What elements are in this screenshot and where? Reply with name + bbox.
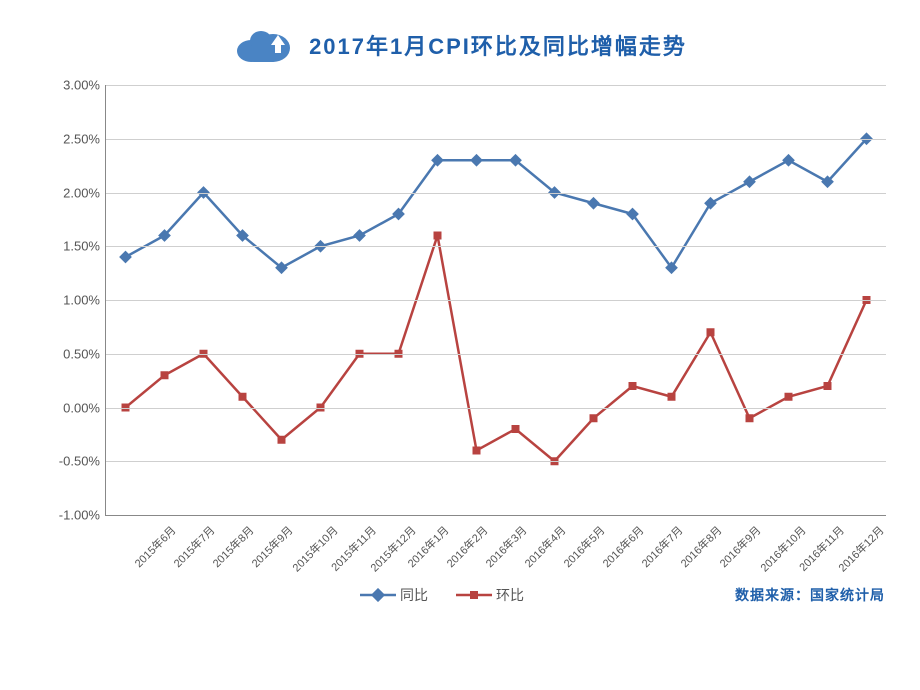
marker-环比 (473, 447, 481, 455)
marker-环比 (629, 382, 637, 390)
grid-line (106, 354, 886, 355)
series-line-环比 (126, 236, 867, 462)
grid-line (106, 193, 886, 194)
marker-同比 (470, 154, 483, 167)
grid-line (106, 300, 886, 301)
marker-环比 (161, 371, 169, 379)
legend-item-tongbi: 同比 (360, 585, 428, 605)
chart-page: 2017年1月CPI环比及同比增幅走势 同比 环比 数据来源：国家统计局 -1.… (0, 0, 920, 690)
marker-同比 (119, 251, 132, 264)
marker-环比 (278, 436, 286, 444)
legend-swatch-tongbi (360, 588, 396, 602)
marker-同比 (782, 154, 795, 167)
marker-环比 (746, 414, 754, 422)
grid-line (106, 461, 886, 462)
marker-同比 (587, 197, 600, 210)
y-axis-label: 3.00% (40, 78, 100, 93)
marker-同比 (704, 197, 717, 210)
grid-line (106, 246, 886, 247)
marker-同比 (743, 175, 756, 188)
y-axis-label: 2.50% (40, 131, 100, 146)
series-line-同比 (126, 139, 867, 268)
y-axis-label: 1.00% (40, 293, 100, 308)
marker-环比 (512, 425, 520, 433)
grid-line (106, 139, 886, 140)
upload-cloud-icon (233, 25, 293, 65)
marker-环比 (707, 328, 715, 336)
marker-环比 (824, 382, 832, 390)
marker-环比 (590, 414, 598, 422)
legend-swatch-huanbi (456, 588, 492, 602)
y-axis-label: 1.50% (40, 239, 100, 254)
marker-同比 (353, 229, 366, 242)
legend-label-huanbi: 环比 (496, 585, 524, 605)
marker-环比 (668, 393, 676, 401)
chart-title: 2017年1月CPI环比及同比增幅走势 (309, 29, 687, 61)
marker-环比 (239, 393, 247, 401)
legend-item-huanbi: 环比 (456, 585, 524, 605)
legend: 同比 环比 (360, 585, 524, 605)
y-axis-label: 0.00% (40, 400, 100, 415)
y-axis-label: -1.00% (40, 508, 100, 523)
x-axis-label: 2015年6月 (130, 522, 179, 571)
grid-line (106, 408, 886, 409)
chart-container: 同比 环比 数据来源：国家统计局 -1.00% -0.50% 0.00% 0.50% 1… (30, 75, 890, 605)
title-row: 2017年1月CPI环比及同比增幅走势 (30, 25, 890, 65)
legend-label-tongbi: 同比 (400, 585, 428, 605)
marker-环比 (434, 232, 442, 240)
y-axis-label: 2.00% (40, 185, 100, 200)
y-axis-label: -0.50% (40, 454, 100, 469)
source-label: 数据来源：国家统计局 (735, 585, 885, 605)
marker-环比 (785, 393, 793, 401)
grid-line (106, 85, 886, 86)
y-axis-label: 0.50% (40, 346, 100, 361)
plot-area (105, 85, 886, 516)
